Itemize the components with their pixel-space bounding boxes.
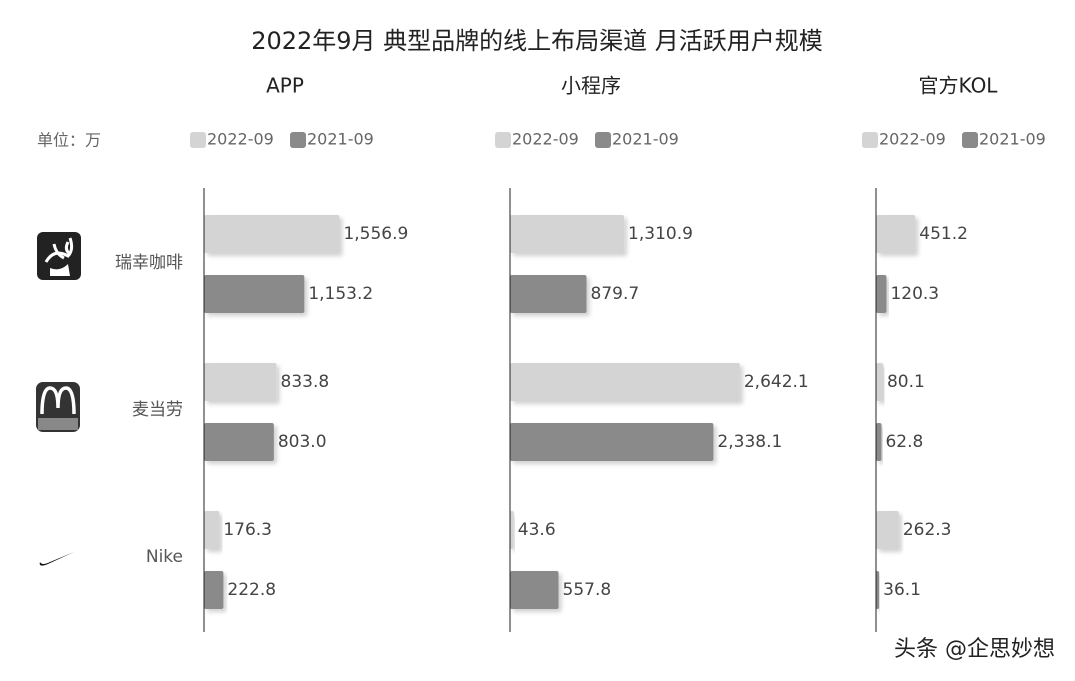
data-label: 833.8 xyxy=(281,372,330,392)
legend-swatch xyxy=(862,132,878,148)
panel-title: APP xyxy=(266,74,304,98)
panel-title: 小程序 xyxy=(561,74,621,98)
data-label: 879.7 xyxy=(591,284,640,304)
legend-label: 2021-09 xyxy=(979,130,1046,149)
bar xyxy=(876,571,880,609)
data-label: 80.1 xyxy=(887,372,925,392)
category-label: 麦当劳 xyxy=(132,400,183,420)
legend-swatch xyxy=(290,132,306,148)
bar xyxy=(510,571,559,609)
legend-swatch xyxy=(962,132,978,148)
bar xyxy=(876,423,882,461)
bar xyxy=(876,275,887,313)
data-label: 43.6 xyxy=(518,520,556,540)
data-label: 1,556.9 xyxy=(343,224,408,244)
data-label: 176.3 xyxy=(223,520,272,540)
legend-swatch xyxy=(595,132,611,148)
legend-swatch xyxy=(495,132,511,148)
nike-logo xyxy=(39,552,74,566)
data-label: 2,338.1 xyxy=(717,432,782,452)
data-label: 1,153.2 xyxy=(308,284,373,304)
bar xyxy=(204,423,274,461)
data-label: 262.3 xyxy=(903,520,952,540)
data-label: 2,642.1 xyxy=(744,372,809,392)
bar xyxy=(510,215,625,253)
bar xyxy=(876,215,916,253)
data-label: 36.1 xyxy=(883,580,921,600)
bar xyxy=(204,215,340,253)
data-label: 222.8 xyxy=(227,580,276,600)
data-label: 1,310.9 xyxy=(628,224,693,244)
chart-title: 2022年9月 典型品牌的线上布局渠道 月活跃用户规模 xyxy=(251,27,823,55)
data-label: 557.8 xyxy=(563,580,612,600)
legend-label: 2022-09 xyxy=(207,130,274,149)
legend-label: 2022-09 xyxy=(879,130,946,149)
bar xyxy=(510,511,514,549)
data-label: 803.0 xyxy=(278,432,327,452)
bar xyxy=(204,363,277,401)
legend-label: 2022-09 xyxy=(512,130,579,149)
data-label: 120.3 xyxy=(890,284,939,304)
category-label: 瑞幸咖啡 xyxy=(115,253,183,273)
bar xyxy=(876,511,899,549)
data-label: 451.2 xyxy=(919,224,968,244)
bar xyxy=(204,571,224,609)
legend-label: 2021-09 xyxy=(307,130,374,149)
bar xyxy=(204,275,305,313)
watermark: 头条 @企思妙想 xyxy=(894,637,1055,662)
bar xyxy=(510,363,740,401)
panel-title: 官方KOL xyxy=(919,74,999,98)
data-label: 62.8 xyxy=(885,432,923,452)
bar xyxy=(510,423,714,461)
mcdonalds-logo xyxy=(36,382,80,432)
legend-label: 2021-09 xyxy=(612,130,679,149)
luckin-logo xyxy=(37,232,81,280)
bar xyxy=(510,275,587,313)
unit-label: 单位：万 xyxy=(37,131,101,150)
legend-swatch xyxy=(190,132,206,148)
category-label: Nike xyxy=(146,547,183,567)
bar xyxy=(876,363,883,401)
bar xyxy=(204,511,220,549)
